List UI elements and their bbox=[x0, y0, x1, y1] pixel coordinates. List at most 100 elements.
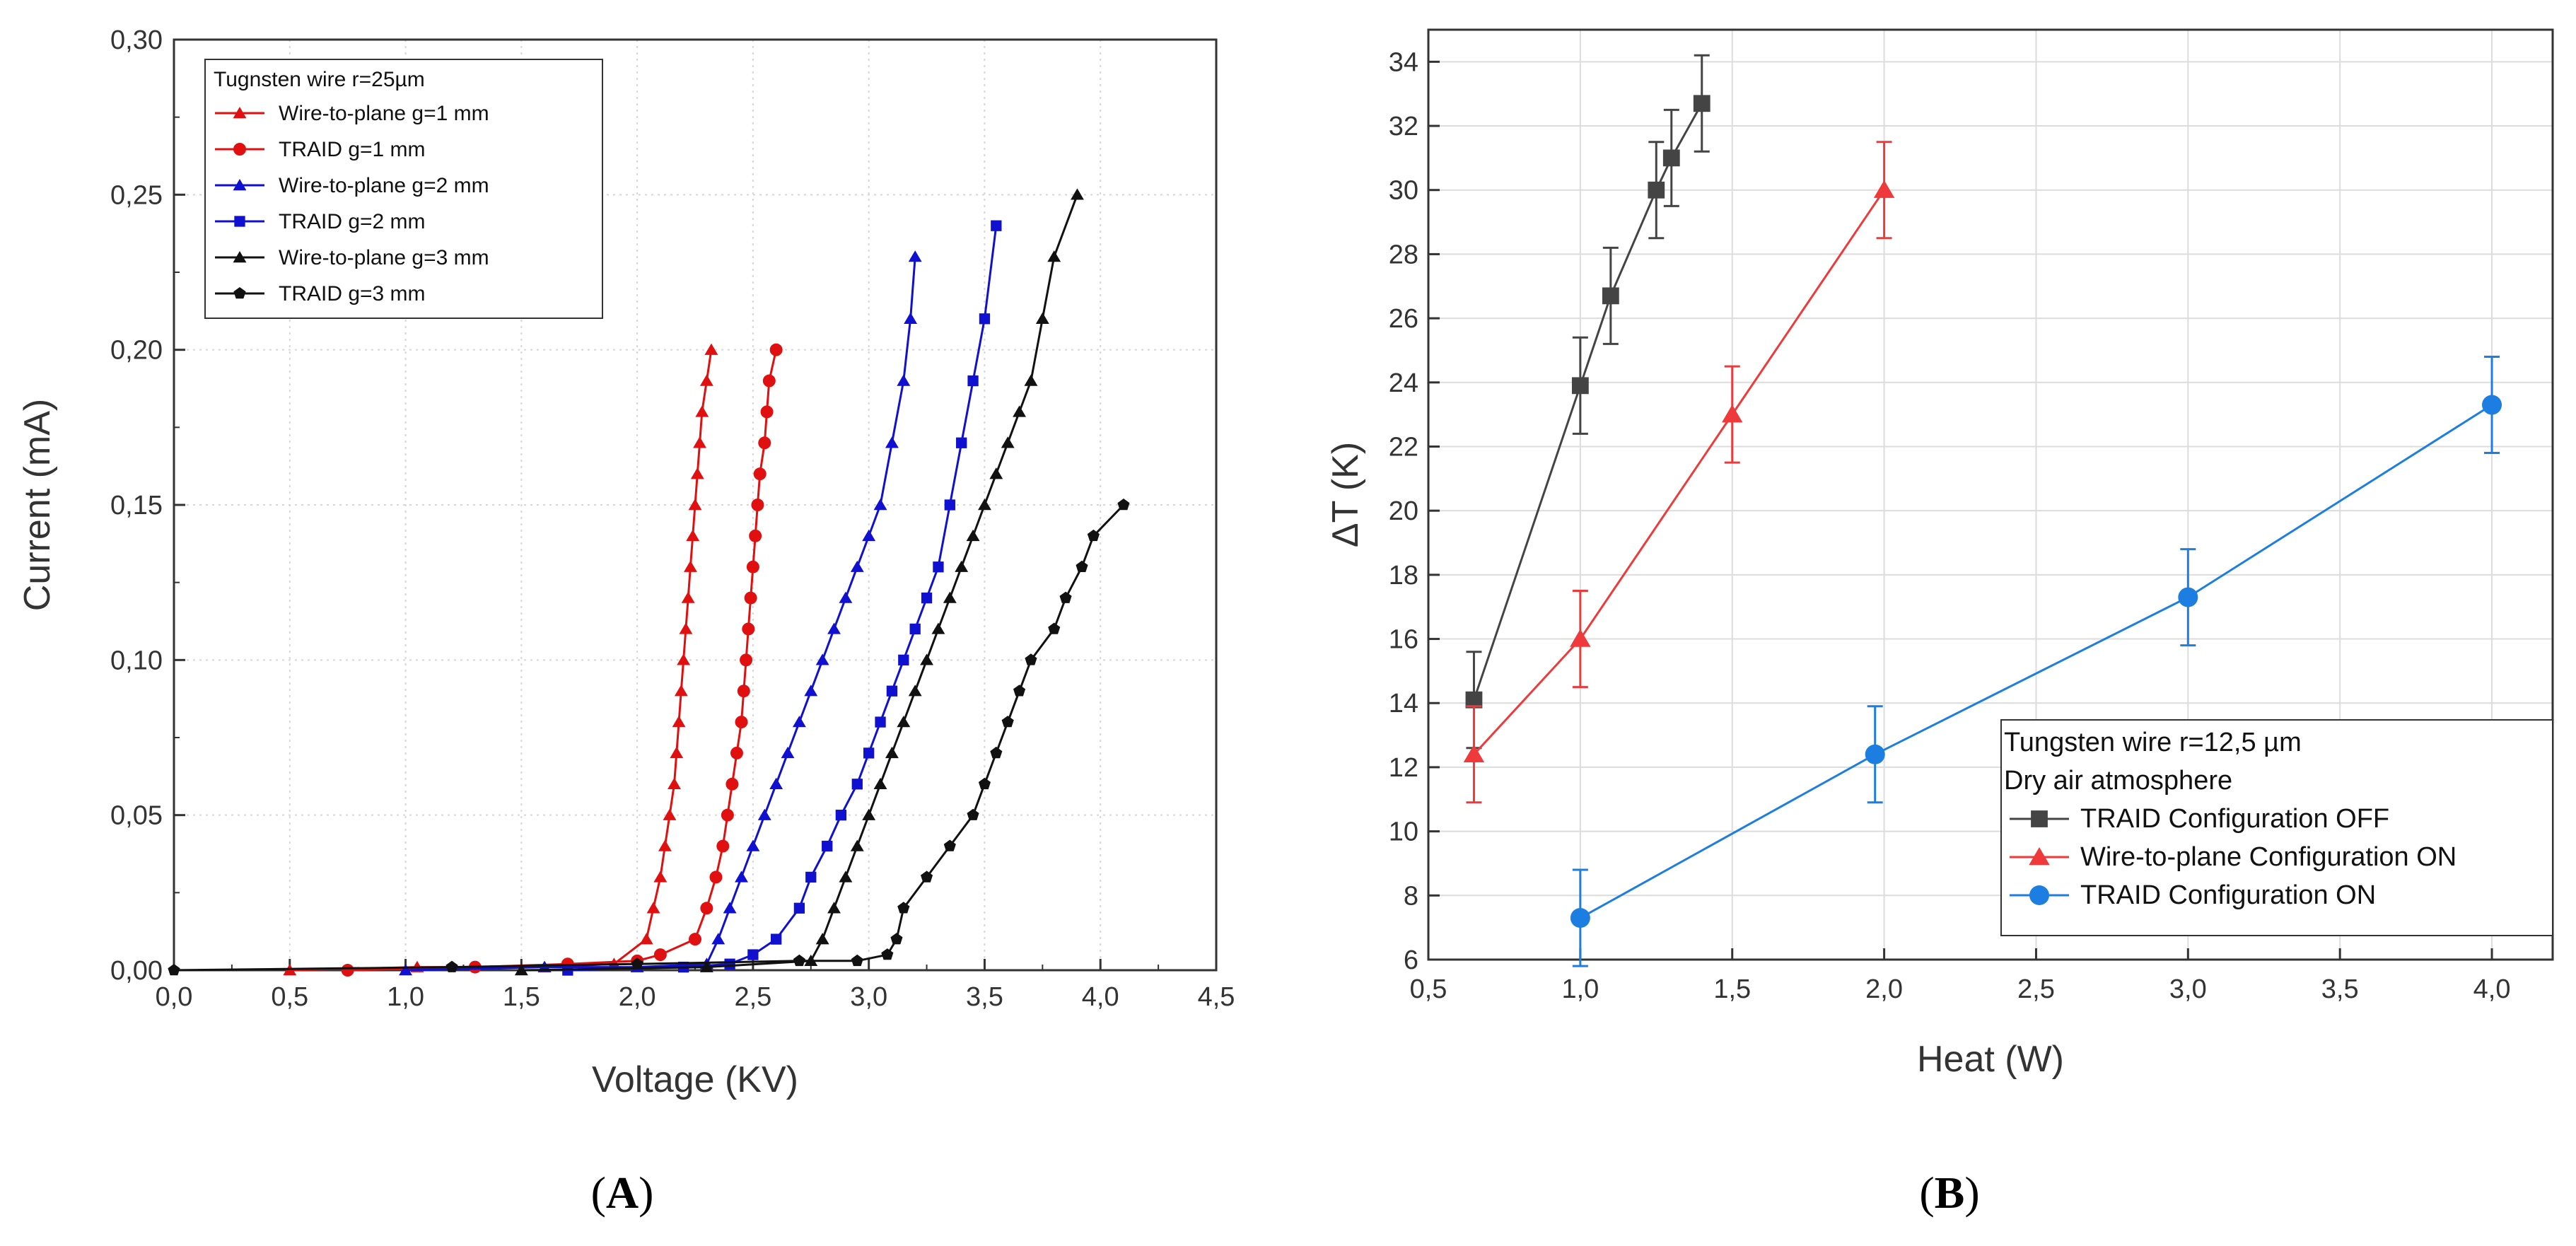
series-line bbox=[405, 256, 916, 972]
x-tick-label: 3,0 bbox=[2169, 974, 2207, 1004]
x-tick-label: 4,0 bbox=[1082, 982, 1119, 1012]
data-point bbox=[839, 591, 853, 603]
x-tick-label: 0,5 bbox=[271, 982, 308, 1012]
data-point bbox=[769, 777, 783, 789]
data-point bbox=[921, 871, 933, 883]
data-point bbox=[793, 902, 805, 914]
data-point bbox=[815, 653, 829, 665]
data-point bbox=[904, 312, 918, 324]
y-axis-label: ΔT (K) bbox=[1325, 442, 1366, 547]
data-point bbox=[1722, 404, 1743, 423]
series-2 bbox=[1570, 356, 2502, 967]
data-point bbox=[514, 964, 528, 976]
data-point bbox=[709, 871, 723, 884]
legend-box bbox=[204, 59, 603, 319]
data-point bbox=[631, 957, 643, 970]
data-point bbox=[445, 960, 458, 972]
series-3 bbox=[562, 220, 1002, 976]
data-point bbox=[897, 716, 911, 728]
x-axis-label: Heat (W) bbox=[1917, 1039, 2064, 1080]
x-tick-label: 1,5 bbox=[503, 982, 540, 1012]
data-point bbox=[688, 499, 702, 511]
data-point bbox=[863, 747, 875, 759]
data-point bbox=[1035, 312, 1049, 324]
data-point bbox=[695, 405, 709, 417]
y-tick-label: 22 bbox=[1389, 432, 1418, 462]
y-tick-label: 26 bbox=[1389, 304, 1418, 334]
data-point bbox=[956, 437, 967, 448]
legend-label: Wire-to-plane g=1 mm bbox=[279, 102, 489, 125]
data-point bbox=[943, 839, 956, 851]
data-point bbox=[1570, 629, 1591, 647]
series-4 bbox=[514, 188, 1084, 976]
data-point bbox=[746, 839, 760, 851]
data-point bbox=[966, 529, 980, 542]
data-point bbox=[2178, 587, 2198, 607]
data-point bbox=[1013, 405, 1027, 417]
x-tick-label: 1,5 bbox=[1713, 974, 1751, 1004]
data-point bbox=[955, 560, 969, 572]
data-point bbox=[1662, 149, 1680, 167]
data-point bbox=[908, 685, 922, 697]
data-point bbox=[873, 499, 887, 511]
data-point bbox=[827, 902, 841, 914]
data-point bbox=[781, 746, 795, 759]
data-point bbox=[885, 746, 899, 759]
y-tick-label: 10 bbox=[1389, 817, 1418, 847]
legend-marker bbox=[233, 179, 247, 191]
legend-label: Wire-to-plane Configuration ON bbox=[2080, 842, 2456, 872]
data-point bbox=[749, 529, 762, 542]
data-point bbox=[897, 902, 910, 914]
data-point bbox=[1571, 377, 1589, 395]
data-point bbox=[679, 622, 693, 634]
legend-marker bbox=[233, 107, 247, 119]
x-tick-label: 4,0 bbox=[2473, 974, 2511, 1004]
data-point bbox=[822, 840, 833, 852]
data-point bbox=[1465, 691, 1483, 709]
y-tick-label: 0,15 bbox=[110, 491, 163, 520]
data-point bbox=[933, 561, 944, 573]
data-point bbox=[760, 405, 774, 419]
data-point bbox=[1076, 560, 1088, 572]
x-axis-label: Voltage (KV) bbox=[592, 1059, 798, 1100]
data-point bbox=[931, 622, 945, 634]
data-point bbox=[730, 746, 743, 759]
data-point bbox=[991, 220, 1002, 231]
legend: Tugnsten wire r=25µm Wire-to-plane g=1 mm… bbox=[204, 59, 603, 319]
data-point bbox=[686, 529, 700, 542]
data-point bbox=[1001, 436, 1015, 448]
x-tick-label: 2,5 bbox=[2017, 974, 2055, 1004]
data-point bbox=[1693, 95, 1710, 112]
legend: Tungsten wire r=12,5 µm Dry air atmospher… bbox=[2000, 719, 2553, 936]
data-point bbox=[168, 964, 180, 976]
legend-marker bbox=[2029, 885, 2049, 905]
data-point bbox=[668, 777, 681, 789]
data-point bbox=[751, 499, 764, 511]
data-point bbox=[1865, 744, 1885, 764]
data-point bbox=[700, 902, 713, 915]
series-2 bbox=[399, 250, 922, 976]
x-tick-label: 3,5 bbox=[2321, 974, 2359, 1004]
data-point bbox=[977, 499, 991, 511]
data-point bbox=[757, 808, 771, 820]
legend-subtitle: Dry air atmosphere bbox=[2004, 766, 2232, 796]
legend-title: Tungsten wire r=12,5 µm bbox=[2004, 728, 2302, 757]
plot-frame bbox=[1427, 28, 2554, 961]
legend-marker bbox=[233, 251, 247, 263]
series-line bbox=[567, 226, 998, 972]
legend-marker bbox=[234, 216, 245, 227]
y-tick-label: 30 bbox=[1389, 176, 1418, 206]
data-point bbox=[890, 933, 903, 945]
data-point bbox=[862, 808, 876, 820]
y-tick-label: 0,05 bbox=[110, 801, 163, 831]
x-tick-label: 3,5 bbox=[966, 982, 1003, 1012]
data-point bbox=[653, 871, 668, 883]
data-point bbox=[716, 839, 730, 853]
data-point bbox=[341, 964, 354, 977]
data-point bbox=[1071, 188, 1084, 200]
legend-title: Tugnsten wire r=25µm bbox=[214, 68, 425, 91]
data-point bbox=[723, 902, 737, 914]
chart-a: 0,0 0,5 1,0 1,5 2,0 2,5 3,0 3,5 4,0 4,5 0,00 0,05 0,… bbox=[17, 25, 1235, 1100]
x-tick-label: 3,0 bbox=[850, 982, 887, 1012]
